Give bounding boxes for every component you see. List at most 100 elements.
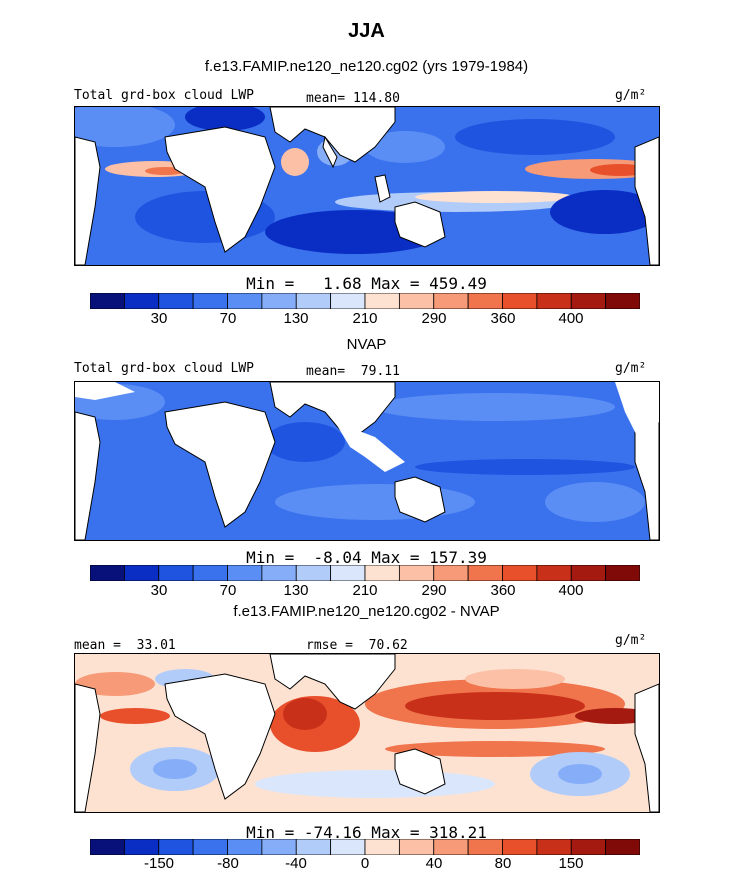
colorbar-swatch (433, 292, 469, 310)
panel-1-tick-label: 290 (421, 310, 447, 327)
colorbar-swatch (502, 564, 538, 582)
colorbar-swatch (364, 564, 400, 582)
colorbar-swatch (89, 838, 125, 856)
panel-2-tick-label: 130 (283, 582, 309, 599)
colorbar-swatch (123, 292, 160, 310)
panel-2-label-left: Total grd-box cloud LWP (74, 361, 255, 376)
panel-1-units: g/m² (615, 88, 647, 103)
figure-title: JJA (348, 20, 385, 42)
colorbar-swatch (605, 564, 641, 582)
colorbar-swatch (536, 564, 572, 582)
panel-1-tick-label: 400 (558, 310, 584, 327)
colorbar-swatch (89, 564, 125, 582)
colorbar-swatch (364, 838, 400, 856)
panel-2-tick-labels: 30 70 130 210 290 360 400 (0, 582, 733, 602)
panel-1-mean: mean= 114.80 (306, 91, 400, 106)
colorbar-swatch (570, 564, 607, 582)
panel-3-tick-label: -80 (217, 855, 239, 872)
panel-2-minmax: Min = -8.04 Max = 157.39 (246, 548, 487, 567)
colorbar-swatch (192, 292, 228, 310)
colorbar-swatch (158, 292, 194, 310)
colorbar-swatch (467, 564, 503, 582)
panel-1-tick-label: 70 (219, 310, 237, 327)
colorbar-swatch (536, 838, 572, 856)
colorbar-swatch (330, 838, 366, 856)
panel-1-tick-label: 30 (150, 310, 168, 327)
panel-3-map (74, 653, 660, 813)
colorbar-swatch (570, 838, 607, 856)
panel-3-tick-label: 40 (425, 855, 443, 872)
panel-1-tick-label: 360 (490, 310, 516, 327)
colorbar-swatch (433, 838, 469, 856)
colorbar-swatch (502, 292, 538, 310)
panel-3-mean: mean = 33.01 (74, 638, 176, 653)
panel-2-tick-label: 360 (490, 582, 516, 599)
colorbar-swatch (295, 564, 332, 582)
panel-2-map-svg (75, 382, 659, 540)
colorbar-swatch (158, 838, 194, 856)
colorbar-swatch (123, 564, 160, 582)
colorbar-swatch (467, 292, 503, 310)
colorbar-swatch (330, 564, 366, 582)
colorbar-swatch (123, 838, 160, 856)
panel-3-units: g/m² (615, 633, 647, 648)
colorbar-swatch (605, 292, 641, 310)
colorbar-swatch (536, 292, 572, 310)
colorbar-swatch (192, 564, 228, 582)
colorbar-swatch (261, 564, 297, 582)
colorbar-swatch (192, 838, 228, 856)
colorbar-swatch (158, 564, 194, 582)
panel-2-tick-label: 400 (558, 582, 584, 599)
panel-1-colorbar (89, 292, 641, 310)
colorbar-swatch (502, 838, 538, 856)
colorbar-swatch (433, 564, 469, 582)
panel-2-tick-label: 210 (352, 582, 378, 599)
panel-3-tick-label: -150 (143, 855, 175, 872)
colorbar-swatch (261, 292, 297, 310)
panel-3-colorbar (89, 838, 641, 856)
panel-2-colorbar (89, 564, 641, 582)
colorbar-swatch (364, 292, 400, 310)
panel-3-tick-label: 150 (558, 855, 584, 872)
colorbar-swatch (227, 292, 263, 310)
panel-2-tick-label: 290 (421, 582, 447, 599)
colorbar-swatch (605, 838, 641, 856)
panel-1-label-left: Total grd-box cloud LWP (74, 88, 255, 103)
panel-1-tick-label: 130 (283, 310, 309, 327)
panel-2-tick-label: 70 (219, 582, 237, 599)
panel-3-tick-label: -40 (285, 855, 307, 872)
colorbar-swatch (398, 564, 435, 582)
colorbar-swatch (295, 292, 332, 310)
colorbar-swatch (89, 292, 125, 310)
colorbar-swatch (295, 838, 332, 856)
colorbar-swatch (398, 292, 435, 310)
panel-1-minmax: Min = 1.68 Max = 459.49 (246, 274, 487, 293)
panel-2-subtitle: NVAP (346, 336, 387, 353)
colorbar-swatch (227, 564, 263, 582)
panel-2-map (74, 381, 660, 541)
panel-3-colorbar-svg (89, 838, 641, 856)
panel-1-subtitle: f.e13.FAMIP.ne120_ne120.cg02 (yrs 1979-1… (204, 58, 529, 75)
panel-1-tick-labels: 30 70 130 210 290 360 400 (0, 310, 733, 330)
panel-3-tick-label: 80 (494, 855, 512, 872)
panel-3-subtitle: f.e13.FAMIP.ne120_ne120.cg02 - NVAP (233, 603, 500, 620)
panel-2-colorbar-svg (89, 564, 641, 582)
colorbar-swatch (467, 838, 503, 856)
colorbar-swatch (261, 838, 297, 856)
panel-1-map-svg (75, 107, 659, 265)
panel-2-units: g/m² (615, 361, 647, 376)
panel-3-minmax: Min = -74.16 Max = 318.21 (246, 823, 487, 842)
panel-3-tick-labels: -150 -80 -40 0 40 80 150 (0, 855, 733, 875)
panel-3-map-svg (75, 654, 659, 812)
panel-1-tick-label: 210 (352, 310, 378, 327)
panel-2-mean: mean= 79.11 (306, 364, 400, 379)
panel-3-tick-label: 0 (360, 855, 370, 872)
panel-1-map (74, 106, 660, 266)
colorbar-swatch (227, 838, 263, 856)
colorbar-swatch (330, 292, 366, 310)
panel-1-colorbar-svg (89, 292, 641, 310)
panel-3-rmse: rmse = 70.62 (306, 638, 408, 653)
colorbar-swatch (398, 838, 435, 856)
panel-2-tick-label: 30 (150, 582, 168, 599)
colorbar-swatch (570, 292, 607, 310)
